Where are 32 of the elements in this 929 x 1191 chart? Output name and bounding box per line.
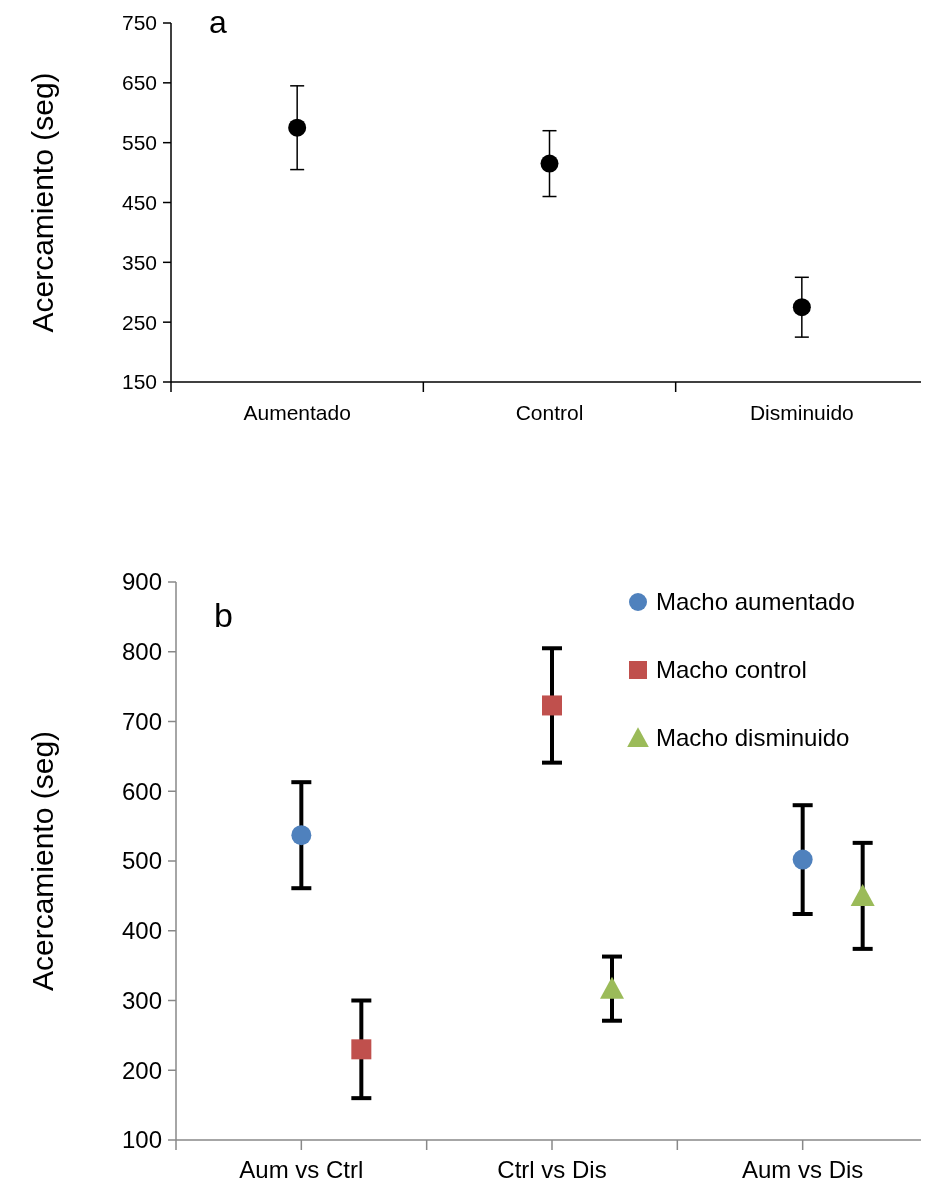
y-tick-label: 500: [121, 847, 162, 875]
legend-label: Macho control: [656, 656, 807, 684]
x-tick-label: Disminuido: [749, 401, 854, 424]
chart-title: b: [214, 596, 233, 634]
point: [288, 118, 307, 137]
legend-label: Macho aumentado: [656, 588, 855, 616]
y-tick-label: 450: [121, 190, 157, 214]
y-tick-label: 350: [121, 250, 157, 274]
y-tick-label: 200: [121, 1056, 162, 1084]
y-axis-title: Acercamiento (seg): [26, 730, 59, 992]
y-tick-label: 650: [121, 71, 157, 95]
point: [540, 154, 559, 173]
y-tick-label: 700: [121, 707, 162, 735]
y-tick-label: 900: [121, 568, 162, 596]
legend-label: Macho disminuido: [656, 724, 850, 752]
y-axis-title: Acercamiento (seg): [26, 72, 59, 333]
x-tick-label: Aumentado: [243, 401, 351, 424]
y-tick-label: 400: [121, 917, 162, 945]
chart-title: a: [209, 4, 227, 40]
y-tick-label: 300: [121, 986, 162, 1014]
y-tick-label: 150: [121, 370, 157, 394]
x-tick-label: Ctrl vs Dis: [497, 1156, 607, 1183]
x-tick-label: Control: [515, 401, 584, 424]
y-tick-label: 550: [121, 131, 157, 155]
y-tick-label: 600: [121, 777, 162, 805]
y-tick-label: 750: [121, 11, 157, 35]
point: [792, 298, 811, 317]
y-tick-label: 250: [121, 310, 157, 334]
x-tick-label: Aum vs Dis: [741, 1156, 864, 1183]
y-tick-label: 100: [121, 1126, 162, 1154]
x-tick-label: Aum vs Ctrl: [239, 1156, 364, 1183]
y-tick-label: 800: [121, 638, 162, 666]
